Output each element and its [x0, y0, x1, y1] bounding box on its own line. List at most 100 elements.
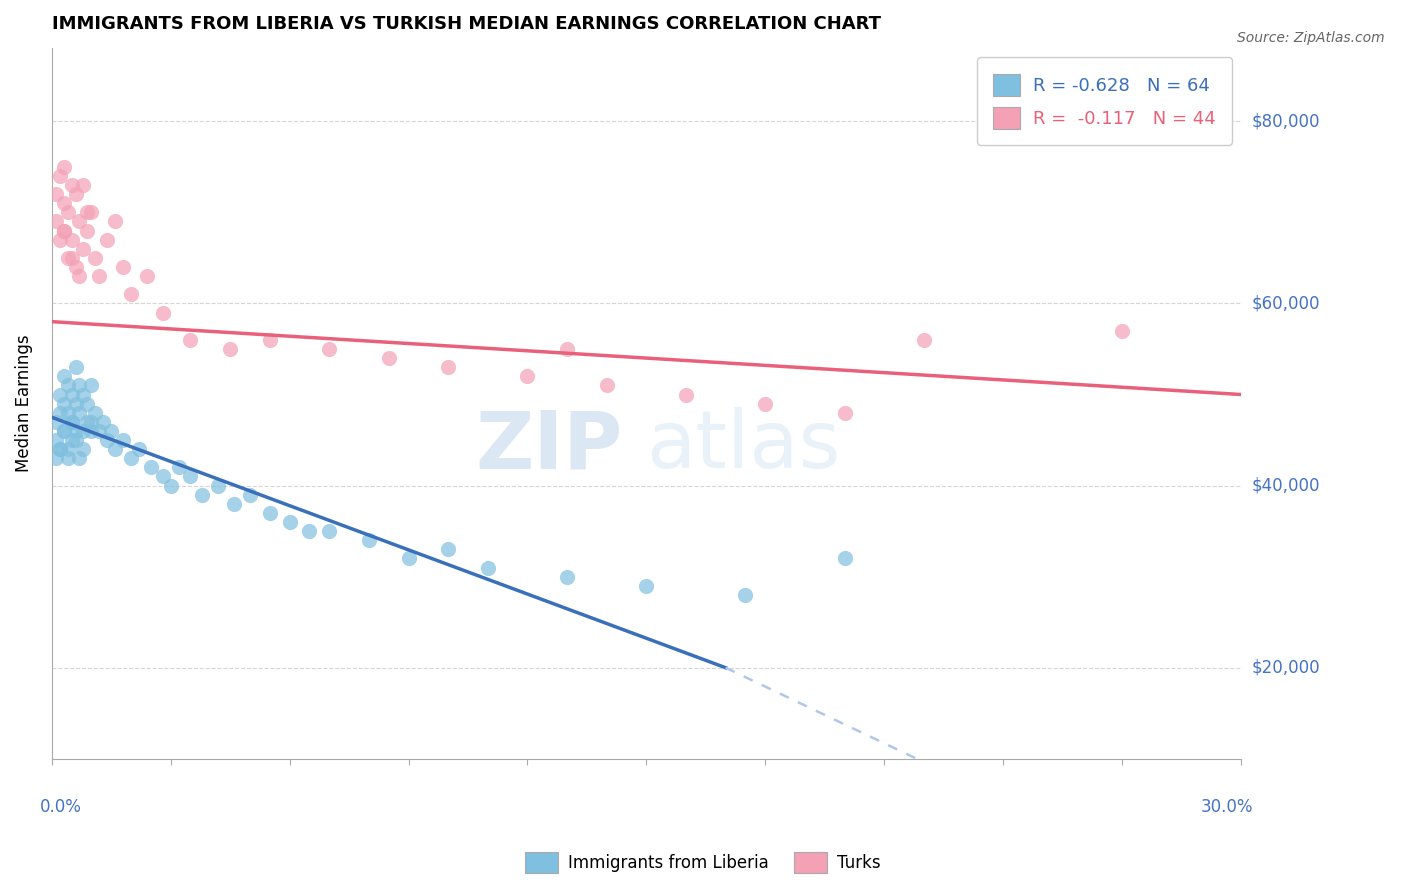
Point: [912, 333, 935, 347]
Point: [65, 187, 87, 202]
Point: [437, 542, 460, 557]
Point: [48, 406, 70, 420]
Point: [76, 224, 98, 238]
Point: [72, 442, 94, 457]
Point: [72, 242, 94, 256]
Point: [69, 378, 91, 392]
Point: [69, 451, 91, 466]
Point: [56, 205, 79, 219]
Text: $60,000: $60,000: [1253, 294, 1320, 312]
Point: [56, 451, 79, 466]
Point: [734, 588, 756, 602]
Point: [477, 560, 499, 574]
Point: [112, 433, 135, 447]
Text: $80,000: $80,000: [1253, 112, 1320, 130]
Point: [65, 360, 87, 375]
Point: [139, 460, 162, 475]
Point: [278, 515, 301, 529]
Point: [555, 342, 578, 356]
Point: [239, 488, 262, 502]
Point: [80, 424, 103, 438]
Text: ZIP: ZIP: [475, 408, 623, 485]
Point: [179, 469, 201, 483]
Point: [437, 360, 460, 375]
Point: [222, 497, 245, 511]
Point: [65, 424, 87, 438]
Y-axis label: Median Earnings: Median Earnings: [15, 334, 32, 473]
Point: [69, 269, 91, 284]
Text: $40,000: $40,000: [1253, 476, 1320, 494]
Point: [65, 433, 87, 447]
Point: [76, 396, 98, 410]
Point: [52, 424, 75, 438]
Point: [219, 342, 242, 356]
Point: [120, 451, 142, 466]
Point: [104, 214, 127, 228]
Point: [152, 305, 174, 319]
Point: [191, 488, 214, 502]
Point: [48, 169, 70, 183]
Point: [60, 415, 83, 429]
Point: [60, 387, 83, 401]
Point: [179, 333, 201, 347]
Point: [159, 478, 181, 492]
Text: $20,000: $20,000: [1253, 658, 1320, 677]
Point: [100, 424, 122, 438]
Point: [72, 387, 94, 401]
Point: [89, 269, 111, 284]
Point: [45, 433, 67, 447]
Point: [80, 205, 103, 219]
Point: [52, 424, 75, 438]
Point: [60, 178, 83, 192]
Point: [60, 415, 83, 429]
Point: [52, 396, 75, 410]
Point: [167, 460, 190, 475]
Point: [96, 433, 118, 447]
Point: [48, 387, 70, 401]
Point: [72, 178, 94, 192]
Point: [259, 333, 281, 347]
Point: [80, 415, 103, 429]
Point: [207, 478, 229, 492]
Point: [69, 214, 91, 228]
Point: [112, 260, 135, 274]
Point: [65, 396, 87, 410]
Text: 30.0%: 30.0%: [1201, 797, 1253, 816]
Point: [56, 251, 79, 265]
Text: IMMIGRANTS FROM LIBERIA VS TURKISH MEDIAN EARNINGS CORRELATION CHART: IMMIGRANTS FROM LIBERIA VS TURKISH MEDIA…: [52, 15, 880, 33]
Point: [596, 378, 619, 392]
Point: [84, 406, 107, 420]
Point: [516, 369, 538, 384]
Point: [56, 442, 79, 457]
Point: [48, 442, 70, 457]
Text: 0.0%: 0.0%: [39, 797, 82, 816]
Point: [636, 579, 658, 593]
Point: [357, 533, 380, 548]
Point: [76, 205, 98, 219]
Point: [298, 524, 321, 538]
Point: [834, 551, 856, 566]
Point: [52, 224, 75, 238]
Point: [1111, 324, 1133, 338]
Point: [60, 433, 83, 447]
Point: [48, 442, 70, 457]
Point: [52, 369, 75, 384]
Point: [80, 378, 103, 392]
Point: [72, 424, 94, 438]
Point: [675, 387, 697, 401]
Point: [120, 287, 142, 301]
Point: [91, 415, 114, 429]
Point: [152, 469, 174, 483]
Point: [834, 406, 856, 420]
Point: [45, 415, 67, 429]
Point: [69, 406, 91, 420]
Point: [45, 187, 67, 202]
Point: [76, 415, 98, 429]
Point: [56, 378, 79, 392]
Point: [52, 196, 75, 211]
Point: [52, 160, 75, 174]
Point: [84, 251, 107, 265]
Point: [318, 524, 340, 538]
Point: [52, 224, 75, 238]
Point: [89, 424, 111, 438]
